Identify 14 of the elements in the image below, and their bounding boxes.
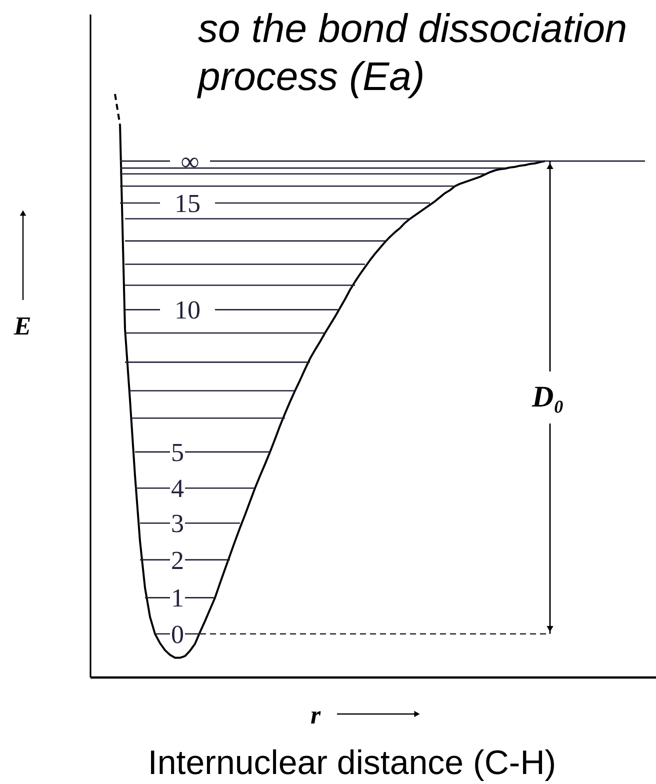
y-axis-title: E: [12, 312, 32, 340]
series-label: ∞: [180, 147, 200, 176]
x-axis-title: r: [310, 700, 322, 730]
series-label: 0: [171, 620, 184, 649]
series-label: 15: [174, 189, 200, 218]
series-label: 10: [174, 296, 200, 325]
annotation: D₀: [530, 380, 564, 414]
series-label: 2: [171, 546, 184, 575]
series-label: 3: [171, 509, 184, 538]
series-label: 4: [171, 474, 184, 504]
series-label: 1: [171, 584, 184, 613]
series-label: 5: [171, 438, 184, 467]
text: Internuclear distance (C-H): [148, 744, 556, 782]
chart-title: so the bond dissociation process (Ea): [197, 7, 628, 99]
